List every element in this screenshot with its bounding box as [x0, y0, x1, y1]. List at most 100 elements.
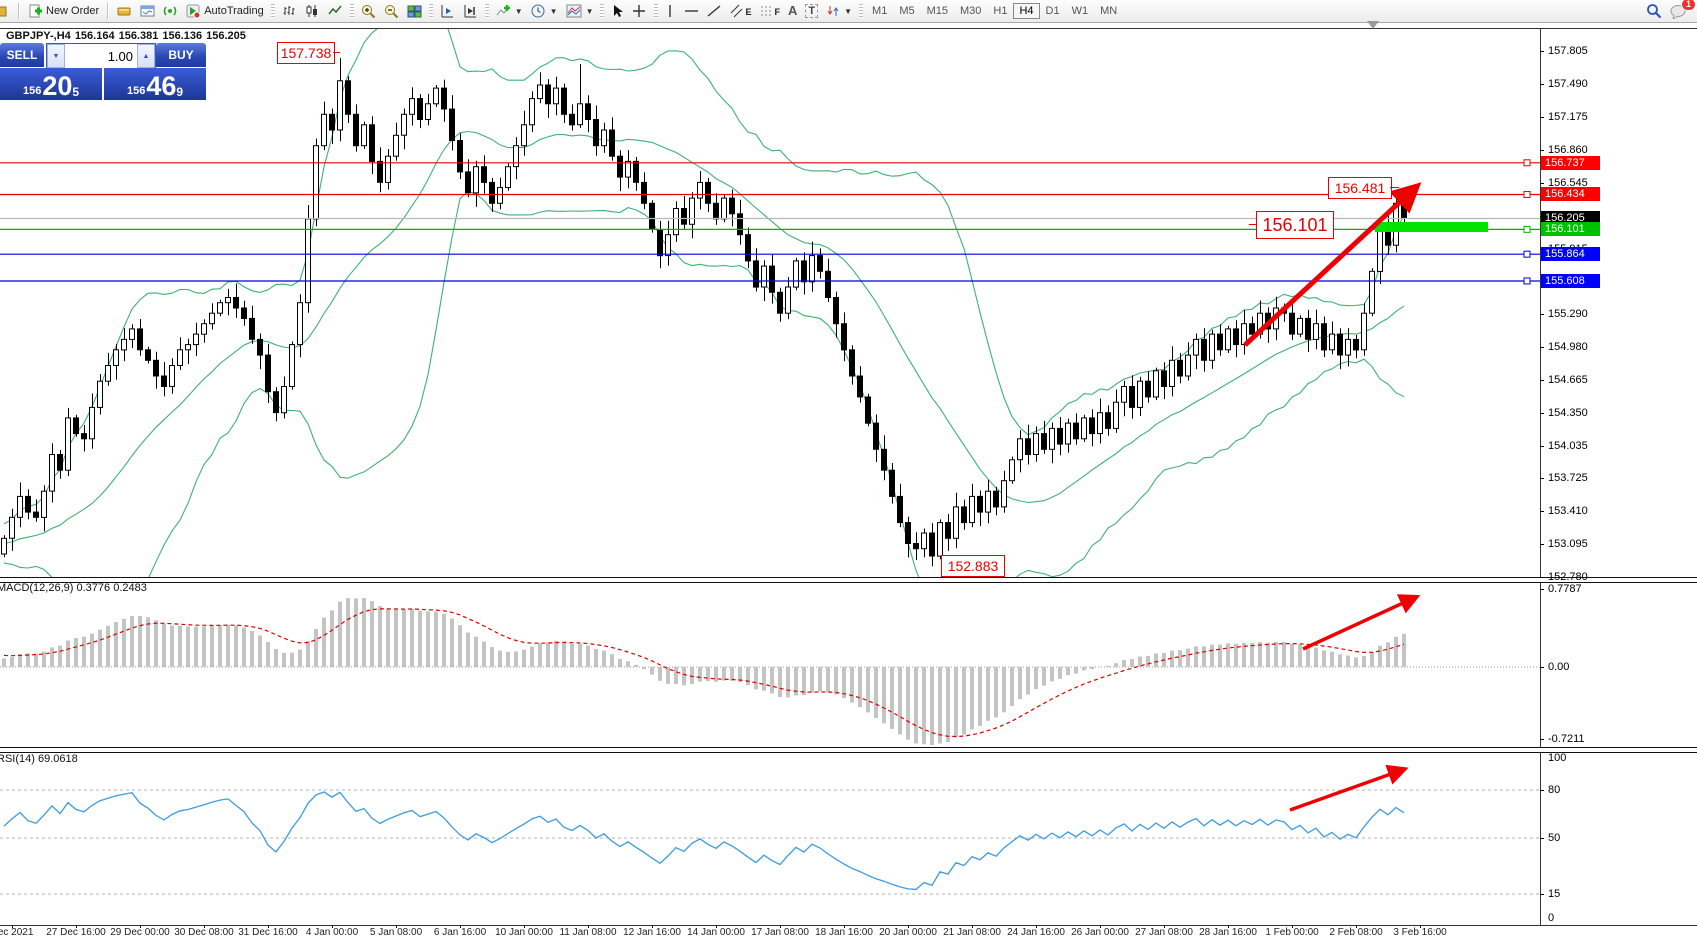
rsi-name: RSI(14): [0, 753, 35, 765]
quote-high: 156.381: [118, 30, 159, 42]
quote-bar: GBPJPY-,H4 156.164 156.381 156.136 156.205: [6, 30, 250, 42]
auto-scroll-button[interactable]: [436, 2, 459, 20]
arrows-button[interactable]: ▼: [822, 2, 856, 20]
axis-tick-label: 156.860: [1548, 143, 1588, 156]
sell-price-big: 20: [42, 71, 73, 101]
autotrading-button[interactable]: AutoTrading: [182, 2, 268, 20]
volume-stepper: ▼ ▲: [46, 43, 156, 69]
time-tick-mark: [524, 925, 525, 928]
chart-note-156.101[interactable]: 156.101: [1256, 211, 1334, 239]
note-connector: [1390, 187, 1399, 188]
quote-close: 156.205: [206, 30, 246, 42]
axis-tick-mark: [1540, 667, 1544, 668]
axis-tick-label: 155.290: [1548, 308, 1588, 321]
tf-M1[interactable]: M1: [872, 5, 888, 17]
horizontal-line-button[interactable]: [680, 2, 703, 20]
buy-price-big: 46: [146, 71, 177, 101]
candlestick-button[interactable]: [301, 2, 324, 20]
macd-value-signal: 0.2483: [113, 582, 147, 594]
time-label: 28 Jan 16:00: [1199, 927, 1257, 938]
chart-shift-icon: [464, 5, 476, 18]
terminal-button[interactable]: [136, 2, 159, 20]
search-button[interactable]: [1642, 1, 1666, 21]
time-tick-mark: [1036, 925, 1037, 928]
rsi-splitter[interactable]: [0, 747, 1697, 753]
chart-note-156.481[interactable]: 156.481: [1328, 177, 1392, 199]
tf-M30[interactable]: M30: [960, 5, 982, 17]
tf-MN[interactable]: MN: [1100, 5, 1118, 17]
time-label: 18 Jan 16:00: [815, 927, 873, 938]
price-badge-156.101: 156.101: [1541, 222, 1600, 237]
time-tick-mark: [716, 925, 717, 928]
sell-button[interactable]: SELL: [0, 43, 44, 67]
tf-H4[interactable]: H4: [1013, 3, 1040, 19]
time-tick-mark: [1100, 925, 1101, 928]
axis-tick-label: 153.095: [1548, 538, 1588, 551]
tf-H1[interactable]: H1: [993, 5, 1008, 17]
text-button[interactable]: A: [784, 3, 801, 19]
market-watch-button[interactable]: [113, 2, 136, 20]
vertical-line-button[interactable]: [661, 2, 680, 20]
chart-note-152.883[interactable]: 152.883: [941, 555, 1005, 577]
tile-windows-button[interactable]: [403, 2, 426, 20]
strategy-tester-button[interactable]: [159, 2, 182, 20]
time-tick-mark: [332, 925, 333, 928]
buy-button[interactable]: BUY: [156, 43, 206, 67]
zoom-in-icon: [361, 4, 375, 18]
fibonacci-icon: [760, 6, 772, 16]
clock-icon: [531, 4, 545, 17]
one-click-prices: 156 20 5 156 46 9: [0, 68, 206, 100]
axis-tick-mark: [1540, 182, 1544, 184]
one-click-trading-panel: SELL ▼ ▲ BUY 156 20 5 156 46 9: [0, 43, 206, 100]
time-label: 26 Jan 00:00: [1071, 927, 1129, 938]
clipped-icon: [0, 2, 14, 20]
tf-M15[interactable]: M15: [926, 5, 949, 17]
time-label: 29 Dec 00:00: [110, 927, 170, 938]
indicators-button[interactable]: ▼: [492, 2, 527, 20]
rsi-panel[interactable]: [0, 751, 1540, 925]
zoom-out-button[interactable]: [380, 2, 403, 21]
templates-button[interactable]: ▼: [562, 2, 598, 20]
tf-M5[interactable]: M5: [899, 5, 915, 17]
price-badge-156.737: 156.737: [1541, 155, 1600, 170]
buy-price-button[interactable]: 156 46 9: [104, 68, 206, 100]
axis-tick-label: 153.410: [1548, 505, 1588, 518]
fibonacci-button[interactable]: F: [756, 2, 785, 20]
time-tick-mark: [268, 925, 269, 928]
notifications-button[interactable]: 1: [1666, 0, 1696, 21]
search-icon: [1647, 4, 1662, 19]
sell-price-button[interactable]: 156 20 5: [0, 68, 104, 100]
chart-shift-button[interactable]: [459, 2, 482, 20]
template-icon: [566, 4, 582, 18]
equidistant-channel-button[interactable]: E: [726, 2, 755, 20]
rsi-value: 69.0618: [37, 753, 78, 765]
macd-splitter[interactable]: [0, 577, 1697, 583]
main-chart[interactable]: [0, 29, 1540, 577]
time-label: 21 Jan 08:00: [943, 927, 1001, 938]
tf-D1[interactable]: D1: [1045, 5, 1060, 17]
tf-W1[interactable]: W1: [1071, 5, 1089, 17]
volume-down-button[interactable]: ▼: [47, 44, 65, 68]
macd-label: MACD(12,26,9) 0.3776 0.2483: [0, 582, 147, 594]
volume-up-button[interactable]: ▲: [137, 44, 155, 68]
timeframe-bar: M1 M5 M15 M30 H1 H4 D1 W1 MN: [866, 3, 1123, 19]
cursor-button[interactable]: [607, 2, 628, 20]
sell-price-sup: 5: [72, 85, 80, 99]
new-order-button[interactable]: New Order: [24, 2, 103, 21]
time-label: 17 Jan 08:00: [751, 927, 809, 938]
zoom-in-button[interactable]: [357, 2, 380, 21]
scroll-to-end-icon[interactable]: [1367, 21, 1379, 29]
line-chart-button[interactable]: [324, 2, 347, 20]
trendline-button[interactable]: [703, 2, 726, 20]
crosshair-button[interactable]: [628, 2, 651, 20]
macd-panel[interactable]: [0, 582, 1540, 747]
chart-note-157.738[interactable]: 157.738: [277, 42, 335, 64]
text-label-button[interactable]: T: [801, 2, 822, 20]
axis-tick-label: 154.035: [1548, 439, 1588, 452]
bar-chart-button[interactable]: [278, 2, 301, 20]
volume-input[interactable]: [65, 44, 137, 68]
periods-button[interactable]: ▼: [527, 2, 562, 21]
axis-tick-label: 154.980: [1548, 340, 1588, 353]
quote-open: 156.164: [74, 30, 115, 42]
rsi-label: RSI(14) 69.0618: [0, 753, 78, 765]
